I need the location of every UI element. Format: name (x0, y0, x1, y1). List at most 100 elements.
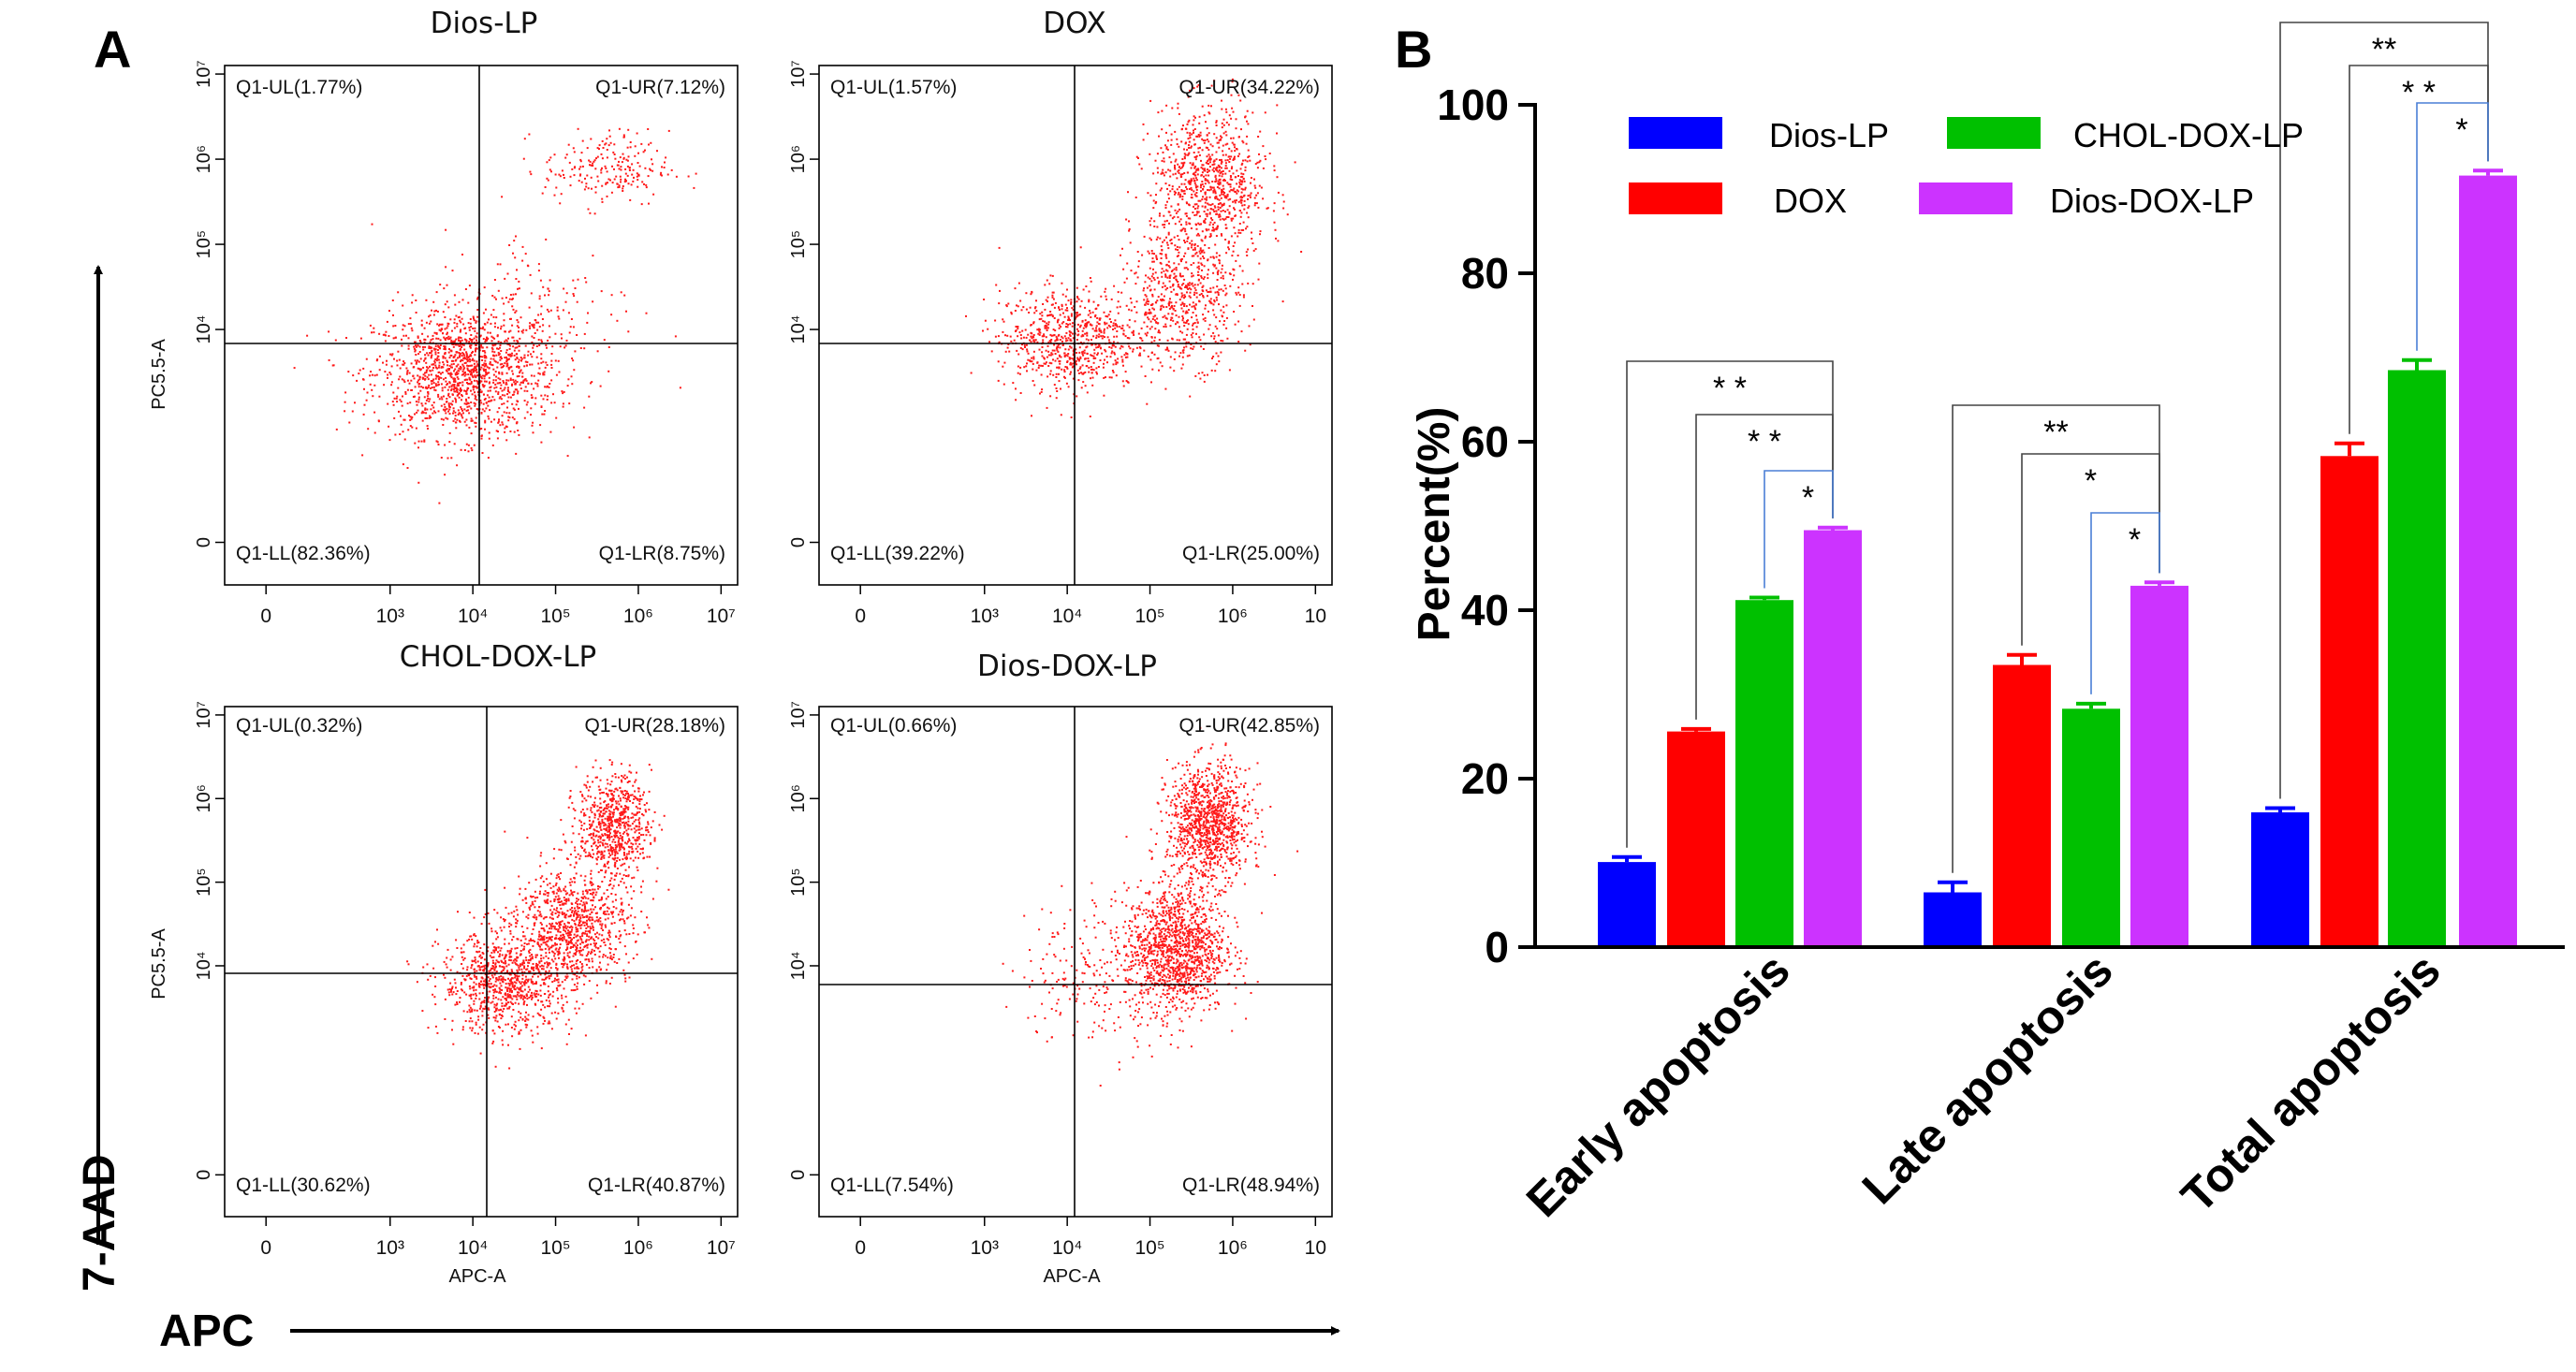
scatter-point (1175, 278, 1178, 281)
scatter-point (478, 969, 481, 971)
scatter-point (499, 363, 502, 366)
scatter-point (507, 343, 510, 346)
scatter-point (1018, 372, 1021, 375)
scatter-point (1104, 336, 1105, 339)
scatter-point (1091, 368, 1093, 371)
scatter-point (514, 958, 517, 961)
scatter-point (571, 383, 574, 386)
scatter-point (1181, 301, 1184, 304)
scatter-point (1063, 376, 1066, 379)
scatter-point (479, 399, 482, 401)
scatter-point (1116, 306, 1119, 309)
scatter-point (1199, 339, 1202, 342)
scatter-point (1191, 240, 1193, 242)
scatter-point (1221, 122, 1223, 124)
scatter-point (1110, 298, 1113, 300)
scatter-point (1168, 304, 1170, 307)
scatter-point (444, 352, 446, 355)
scatter-point (1140, 365, 1143, 368)
scatter-point (476, 339, 477, 342)
scatter-point (1175, 267, 1178, 269)
scatter-point (1059, 346, 1061, 349)
scatter-point (508, 347, 511, 350)
scatter-point (469, 346, 472, 349)
scatter-point (1206, 215, 1208, 218)
scatter-point (1193, 322, 1196, 324)
scatter-point (534, 1002, 536, 1005)
scatter-point (1173, 358, 1176, 360)
scatter-point (552, 393, 554, 396)
scatter-point (1254, 202, 1256, 205)
scatter-point (412, 366, 415, 369)
scatter-point (621, 161, 623, 164)
scatter-point (434, 353, 437, 356)
scatter-point (1230, 94, 1233, 96)
scatter-point (557, 315, 560, 318)
scatter-point (1219, 213, 1221, 216)
scatter-point (468, 341, 471, 343)
scatter-point (1199, 249, 1202, 252)
scatter-point (1152, 277, 1155, 279)
scatter-point (1222, 144, 1224, 147)
scatter-point (516, 325, 519, 328)
scatter-point (1181, 173, 1184, 176)
scatter-point (1196, 211, 1199, 213)
scatter-point (1247, 149, 1250, 152)
scatter-point (469, 373, 472, 376)
scatter-point (480, 976, 483, 979)
scatter-point (1156, 258, 1158, 260)
scatter-point (435, 440, 438, 443)
scatter-point (549, 1002, 551, 1005)
scatter-point (454, 373, 457, 376)
scatter-point (1228, 205, 1231, 208)
scatter-point (1250, 192, 1252, 195)
scatter-point (1224, 130, 1227, 133)
scatter-point (468, 973, 471, 975)
scatter-point (466, 387, 469, 389)
scatter-point (1229, 285, 1232, 287)
scatter-point (422, 411, 425, 414)
scatter-point (1146, 300, 1149, 302)
scatter-point (1213, 211, 1216, 212)
scatter-point (1214, 206, 1217, 209)
x-tick-label: 10³ (376, 606, 404, 627)
scatter-point (476, 380, 478, 382)
scatter-point (483, 984, 485, 985)
scatter-point (491, 295, 494, 297)
scatter-point (525, 968, 528, 971)
scatter-point (429, 341, 432, 343)
scatter-point (1187, 284, 1190, 286)
scatter-point (622, 185, 624, 187)
scatter-point (517, 392, 520, 395)
scatter-point (473, 989, 476, 992)
scatter-point (1225, 292, 1228, 295)
scatter-point (1240, 128, 1242, 131)
scatter-point (1235, 199, 1237, 202)
scatter-point (1213, 314, 1216, 316)
scatter-point (490, 400, 492, 402)
scatter-point (1082, 288, 1085, 291)
scatter-point (1210, 84, 1213, 87)
scatter-point (507, 300, 510, 303)
scatter-point (490, 335, 493, 338)
scatter-point (432, 386, 435, 388)
scatter-point (584, 277, 587, 279)
scatter-point (526, 1003, 528, 1006)
scatter-point (511, 416, 514, 419)
scatter-point (1188, 204, 1191, 207)
x-tick-label: 0 (855, 606, 866, 627)
scatter-point (434, 377, 437, 380)
scatter-point (1017, 305, 1019, 308)
scatter-point (1148, 252, 1150, 255)
scatter-point (513, 340, 516, 343)
scatter-point (636, 172, 638, 175)
scatter-point (500, 358, 503, 359)
scatter-point (392, 391, 395, 394)
scatter-point (1068, 357, 1071, 359)
scatter-point (562, 309, 564, 312)
scatter-point (571, 978, 574, 981)
scatter-point (511, 961, 514, 964)
scatter-point (465, 351, 468, 354)
scatter-point (1115, 361, 1118, 364)
scatter-point (437, 375, 439, 377)
